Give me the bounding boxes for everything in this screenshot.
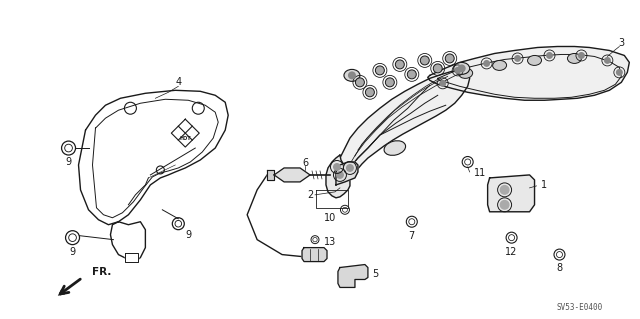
Text: 5: 5 [372, 270, 378, 279]
Ellipse shape [459, 68, 473, 78]
Text: 2: 2 [307, 190, 313, 200]
Ellipse shape [384, 141, 406, 155]
Text: 9: 9 [65, 157, 72, 167]
Circle shape [336, 171, 344, 179]
Circle shape [458, 64, 466, 72]
Polygon shape [338, 264, 368, 287]
Circle shape [604, 57, 611, 64]
Circle shape [396, 60, 404, 69]
Ellipse shape [493, 60, 507, 70]
Polygon shape [125, 253, 138, 262]
Circle shape [578, 52, 585, 59]
Polygon shape [172, 119, 199, 147]
Polygon shape [267, 170, 274, 180]
Circle shape [500, 200, 509, 210]
Ellipse shape [454, 63, 470, 74]
Text: 4: 4 [175, 77, 181, 87]
Text: FR.: FR. [93, 266, 112, 277]
Polygon shape [274, 168, 310, 182]
Ellipse shape [344, 70, 360, 81]
Polygon shape [302, 248, 327, 262]
Polygon shape [79, 90, 228, 225]
Ellipse shape [568, 54, 581, 63]
Text: 12: 12 [506, 247, 518, 256]
Circle shape [346, 164, 354, 172]
Circle shape [546, 52, 553, 59]
Circle shape [376, 66, 385, 75]
Text: 9: 9 [185, 230, 191, 240]
Circle shape [348, 71, 356, 79]
Polygon shape [340, 70, 470, 190]
Text: 1: 1 [541, 180, 548, 190]
Circle shape [454, 67, 461, 74]
Polygon shape [111, 222, 145, 262]
Text: 7: 7 [409, 231, 415, 241]
Circle shape [483, 60, 490, 67]
Text: 13: 13 [324, 237, 336, 247]
Circle shape [333, 163, 341, 171]
Circle shape [433, 64, 442, 73]
Circle shape [385, 78, 394, 87]
Polygon shape [428, 47, 629, 100]
Text: 11: 11 [474, 168, 486, 178]
Polygon shape [336, 162, 358, 185]
Text: HOT: HOT [179, 136, 191, 141]
Circle shape [445, 54, 454, 63]
Text: 8: 8 [556, 263, 563, 272]
Ellipse shape [527, 56, 541, 65]
Circle shape [439, 80, 446, 87]
Text: SV53-E0400: SV53-E0400 [556, 303, 603, 312]
Polygon shape [326, 155, 350, 198]
Text: 9: 9 [70, 247, 76, 256]
Circle shape [365, 88, 374, 97]
Circle shape [407, 70, 416, 79]
Circle shape [355, 78, 364, 87]
Text: 3: 3 [618, 38, 625, 48]
Circle shape [514, 55, 521, 62]
Polygon shape [488, 175, 534, 212]
Circle shape [500, 185, 509, 195]
Text: 6: 6 [302, 158, 308, 168]
Circle shape [420, 56, 429, 65]
Text: 10: 10 [324, 213, 336, 223]
Circle shape [616, 69, 623, 76]
